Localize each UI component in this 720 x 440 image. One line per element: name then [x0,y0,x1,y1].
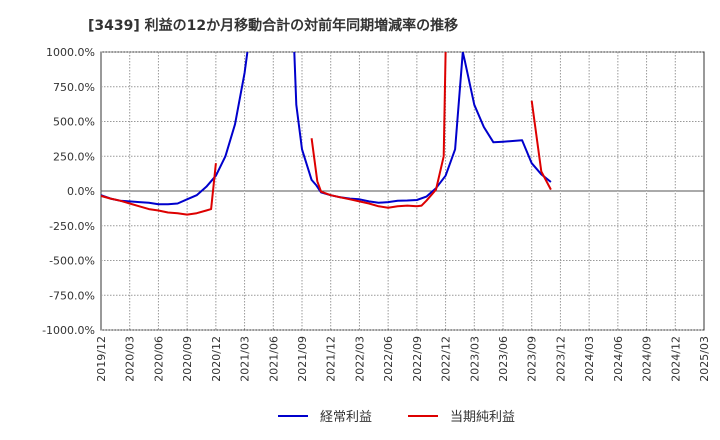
x-tick-label: 2025/03 [698,336,711,382]
x-axis: 2019/12 2020/03 2020/06 2020/09 2020/12 2021/… [95,336,711,382]
y-tick-label: 1000.0% [46,46,95,59]
x-tick-label: 2023/06 [497,336,510,382]
y-tick-label: 0.0% [67,185,95,198]
x-tick-label: 2020/09 [181,336,194,382]
x-tick-label: 2019/12 [95,336,108,382]
x-tick-label: 2022/09 [411,336,424,382]
y-tick-label: 500.0% [53,116,95,129]
series-lines [101,52,552,216]
y-axis: 1000.0% 750.0% 500.0% 250.0% 0.0% -250.0% -500… [42,46,95,337]
x-tick-label: 2020/12 [210,336,223,382]
x-tick-label: 2024/12 [669,336,682,382]
x-tick-label: 2024/03 [583,336,596,382]
y-tick-label: -1000.0% [42,324,95,337]
series-line-1 [310,52,447,209]
x-tick-label: 2021/09 [296,336,309,382]
x-tick-label: 2021/06 [267,336,280,382]
x-tick-label: 2024/06 [612,336,625,382]
series-line-1 [101,163,217,216]
y-tick-label: -500.0% [49,255,95,268]
legend: 経常利益 当期純利益 [278,410,515,425]
series-line-1 [530,100,552,191]
x-tick-label: 2023/09 [526,336,539,382]
x-tick-label: 2020/03 [124,336,137,382]
y-tick-label: 250.0% [53,150,95,163]
x-tick-label: 2022/06 [382,336,395,382]
y-tick-label: -750.0% [49,289,95,302]
x-tick-label: 2022/03 [353,336,366,382]
x-tick-label: 2023/12 [554,336,567,382]
series-line-0 [101,52,249,206]
x-tick-label: 2021/03 [239,336,252,382]
x-tick-label: 2024/09 [641,336,654,382]
chart-title: [3439] 利益の12か月移動合計の対前年同期増減率の推移 [88,17,458,34]
x-tick-label: 2021/12 [325,336,338,382]
y-tick-label: 750.0% [53,81,95,94]
legend-label: 当期純利益 [450,410,515,425]
y-tick-label: -250.0% [49,220,95,233]
x-tick-label: 2023/03 [468,336,481,382]
x-tick-label: 2022/12 [440,336,453,382]
x-tick-label: 2020/06 [152,336,165,382]
legend-label: 経常利益 [320,410,372,425]
